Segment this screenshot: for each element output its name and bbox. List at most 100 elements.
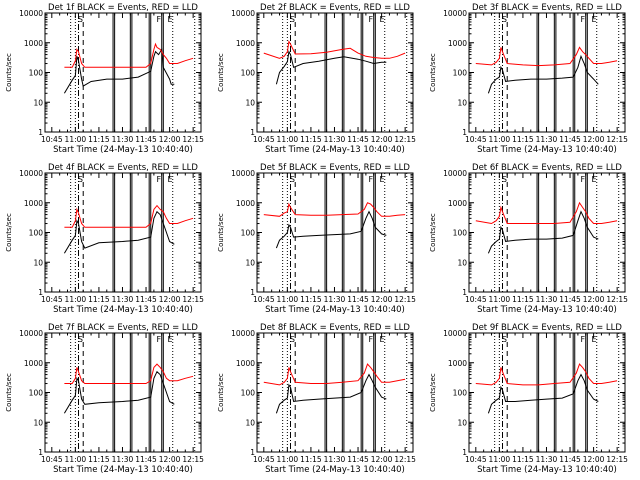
marker-label: F (156, 15, 161, 24)
y-tick-label: 1 (38, 288, 43, 297)
marker-label: S (290, 175, 295, 184)
y-axis-label: Counts/sec (429, 53, 437, 92)
x-tick-label: 11:30 (324, 455, 346, 464)
x-tick-label: 11:30 (536, 455, 558, 464)
x-tick-label: 12:15 (182, 135, 204, 144)
y-tick-label: 1000 (236, 199, 255, 208)
marker-label: F (368, 335, 373, 344)
y-tick-label: 1 (38, 448, 43, 457)
x-tick-label: 12:00 (159, 455, 181, 464)
panel-det-4: Det 4f BLACK = Events, RED = LLD S F E 1 10 10… (5, 163, 204, 315)
series-lld-line (263, 202, 406, 217)
y-axis-label: Counts/sec (5, 53, 13, 92)
series-lld-line (475, 363, 618, 386)
marker-label: E (167, 175, 172, 184)
panel-det-8: Det 8f BLACK = Events, RED = LLD S F E 1 10 10… (217, 323, 416, 475)
x-tick-label: 11:30 (112, 455, 134, 464)
x-tick-label: 11:45 (347, 295, 369, 304)
y-tick-label: 1000 (24, 199, 43, 208)
y-tick-label: 1000 (236, 359, 255, 368)
x-axis-label: Start Time (24-May-13 10:40:40) (53, 465, 193, 475)
x-tick-label: 12:00 (371, 455, 393, 464)
y-tick-label: 10000 (231, 9, 255, 18)
x-tick-label: 11:00 (277, 135, 299, 144)
marker-label: S (290, 335, 295, 344)
x-tick-label: 11:15 (88, 295, 110, 304)
y-tick-label: 10 (457, 418, 467, 427)
x-tick-label: 11:15 (512, 295, 534, 304)
x-axis-label: Start Time (24-May-13 10:40:40) (477, 305, 617, 315)
x-tick-label: 11:45 (135, 135, 157, 144)
y-axis-label: Counts/sec (429, 213, 437, 252)
panel-det-1: Det 1f BLACK = Events, RED = LLD S F E 1 10 10… (5, 3, 204, 155)
x-tick-label: 10:45 (41, 295, 63, 304)
y-tick-label: 10000 (443, 329, 467, 338)
x-axis-label: Start Time (24-May-13 10:40:40) (53, 305, 193, 315)
y-tick-label: 10 (457, 98, 467, 107)
x-tick-label: 12:00 (583, 295, 605, 304)
marker-label: E (167, 15, 172, 24)
series-lld-line (64, 42, 194, 68)
panel-title: Det 7f BLACK = Events, RED = LLD (48, 323, 198, 333)
y-tick-label: 100 (29, 389, 44, 398)
x-tick-label: 11:45 (347, 455, 369, 464)
marker-label: F (580, 335, 585, 344)
x-axis-label: Start Time (24-May-13 10:40:40) (53, 145, 193, 155)
marker-label: F (368, 175, 373, 184)
x-tick-label: 12:15 (394, 135, 416, 144)
panel-det-9: Det 9f BLACK = Events, RED = LLD S F E 1 10 10… (429, 323, 628, 475)
series-events-line (275, 50, 387, 85)
y-tick-label: 100 (241, 229, 256, 238)
marker-label: F (156, 175, 161, 184)
y-tick-label: 10000 (231, 169, 255, 178)
x-tick-label: 11:30 (536, 135, 558, 144)
y-tick-label: 1000 (448, 39, 467, 48)
y-axis-label: Counts/sec (217, 373, 225, 412)
x-tick-label: 12:00 (583, 455, 605, 464)
panel-title: Det 5f BLACK = Events, RED = LLD (260, 163, 410, 173)
x-tick-label: 10:45 (41, 135, 63, 144)
x-tick-label: 11:00 (277, 295, 299, 304)
x-tick-label: 12:00 (159, 135, 181, 144)
x-tick-label: 11:15 (512, 135, 534, 144)
y-tick-label: 1 (462, 128, 467, 137)
panel-det-7: Det 7f BLACK = Events, RED = LLD S F E 1 10 10… (5, 323, 204, 475)
y-tick-label: 10 (33, 418, 43, 427)
series-lld-line (263, 363, 406, 386)
panel-det-6: Det 6f BLACK = Events, RED = LLD S F E 1 10 10… (429, 163, 628, 315)
plot-frame (468, 332, 626, 453)
y-tick-label: 10000 (19, 329, 43, 338)
x-tick-label: 11:00 (489, 295, 511, 304)
panel-title: Det 9f BLACK = Events, RED = LLD (472, 323, 622, 333)
y-tick-label: 10000 (443, 169, 467, 178)
plot-frame (44, 12, 202, 133)
marker-label: F (156, 335, 161, 344)
series-events-line (275, 210, 387, 249)
y-tick-label: 100 (241, 69, 256, 78)
x-tick-label: 11:15 (300, 295, 322, 304)
series-events-line (63, 370, 175, 414)
marker-label: E (591, 175, 596, 184)
y-tick-label: 100 (453, 69, 468, 78)
y-tick-label: 10 (245, 258, 255, 267)
x-tick-label: 12:15 (394, 455, 416, 464)
x-tick-label: 12:15 (606, 295, 628, 304)
plot-frame (44, 172, 202, 293)
y-axis-label: Counts/sec (5, 373, 13, 412)
x-tick-label: 12:15 (606, 455, 628, 464)
marker-label: E (379, 175, 384, 184)
marker-label: F (368, 15, 373, 24)
x-tick-label: 10:45 (253, 295, 275, 304)
panel-title: Det 3f BLACK = Events, RED = LLD (472, 3, 622, 13)
panel-title: Det 6f BLACK = Events, RED = LLD (472, 163, 622, 173)
x-tick-label: 11:15 (88, 135, 110, 144)
x-tick-label: 10:45 (465, 455, 487, 464)
y-tick-label: 1000 (236, 39, 255, 48)
x-tick-label: 11:30 (112, 295, 134, 304)
x-tick-label: 12:15 (394, 295, 416, 304)
marker-label: E (379, 15, 384, 24)
y-tick-label: 100 (29, 69, 44, 78)
plot-frame (468, 172, 626, 293)
marker-label: S (502, 175, 507, 184)
